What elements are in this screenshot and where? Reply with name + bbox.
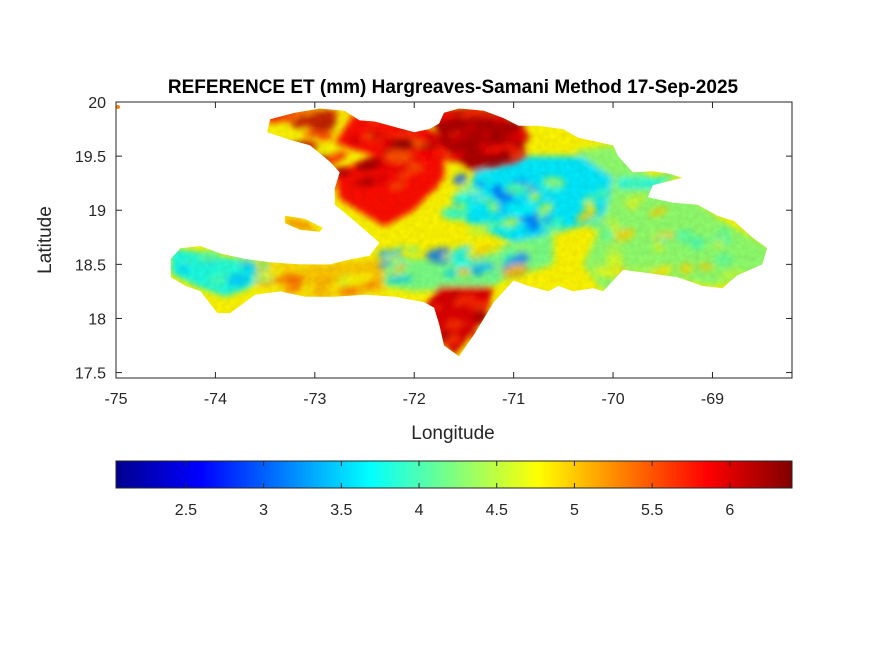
plot-title: REFERENCE ET (mm) Hargreaves-Samani Meth… [168, 77, 739, 98]
x-tick-label: -69 [701, 391, 724, 408]
x-tick-label: -74 [204, 391, 227, 408]
colorbar-tick-label: 6 [725, 502, 734, 519]
y-tick-label: 19.5 [75, 149, 106, 166]
map-speck [116, 105, 120, 109]
x-tick-label: -71 [502, 391, 525, 408]
y-axis-label: Latitude [35, 206, 56, 274]
colorbar-tick-label: 4 [415, 502, 424, 519]
colorbar-tick-label: 4.5 [486, 502, 508, 519]
y-tick-label: 19 [88, 203, 106, 220]
y-tick-label: 17.5 [75, 366, 106, 383]
colorbar-ticks: 2.5 3 3.5 4 4.5 5 5.5 6 [175, 461, 734, 519]
colorbar [115, 460, 793, 489]
x-tick-label: -73 [303, 391, 326, 408]
y-tick-label: 18.5 [75, 257, 106, 274]
colorbar-tick-label: 3 [259, 502, 268, 519]
x-axis-ticks: -75 -74 -73 -72 -71 -70 -69 [104, 102, 724, 408]
colorbar-tick-label: 5 [570, 502, 579, 519]
y-tick-label: 20 [88, 95, 106, 112]
colorbar-tick-label: 5.5 [641, 502, 663, 519]
x-tick-label: -70 [601, 391, 624, 408]
x-axis-label: Longitude [411, 423, 494, 444]
y-tick-label: 18 [88, 311, 106, 328]
colorbar-tick-label: 3.5 [330, 502, 352, 519]
colorbar-tick-label: 2.5 [175, 502, 197, 519]
x-tick-label: -75 [104, 391, 127, 408]
y-axis-ticks: 20 19.5 19 18.5 18 17.5 [75, 95, 792, 383]
x-tick-label: -72 [403, 391, 426, 408]
